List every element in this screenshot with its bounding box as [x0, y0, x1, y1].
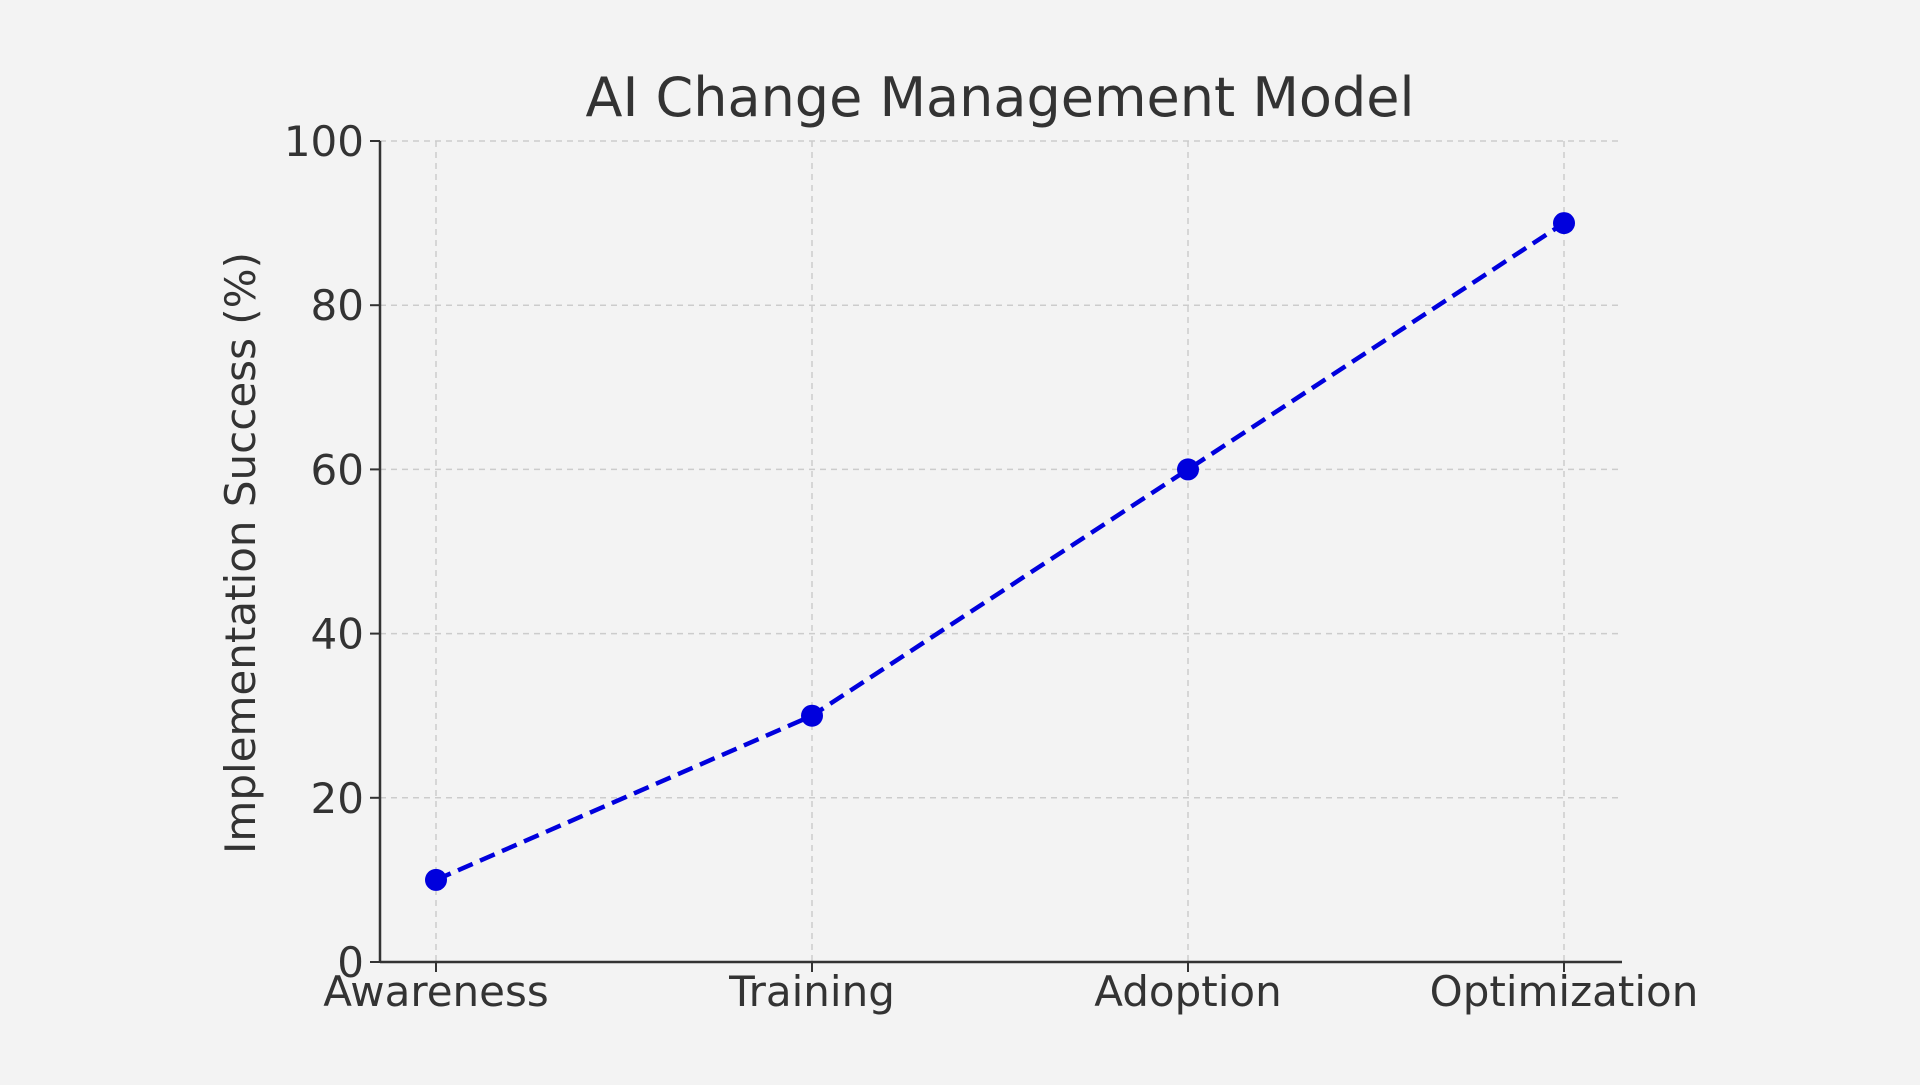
- x-tick-label: Training: [728, 967, 895, 1016]
- x-tick-label: Optimization: [1430, 967, 1699, 1016]
- y-tick-label: 20: [311, 774, 364, 823]
- series: [425, 212, 1575, 891]
- y-axis-label: Implementation Success (%): [216, 252, 265, 854]
- x-tick-label: Adoption: [1094, 967, 1281, 1016]
- tick-labels: 0 20 40 60 80 100 Awareness Training Adoption Opt…: [284, 117, 1699, 1016]
- y-tick-label: 100: [284, 117, 364, 166]
- data-point: [801, 704, 823, 727]
- chart-title: AI Change Management Model: [586, 66, 1415, 129]
- data-point: [1177, 458, 1199, 481]
- data-point: [425, 868, 447, 891]
- data-point: [1553, 212, 1575, 235]
- y-tick-label: 40: [311, 610, 364, 659]
- grid-lines: [380, 140, 1622, 962]
- y-tick-label: 80: [311, 281, 364, 330]
- x-tick-label: Awareness: [323, 967, 549, 1016]
- y-tick-label: 0: [337, 938, 364, 987]
- axes: [370, 140, 1622, 972]
- y-tick-label: 60: [311, 445, 364, 494]
- series-line: [435, 221, 1566, 882]
